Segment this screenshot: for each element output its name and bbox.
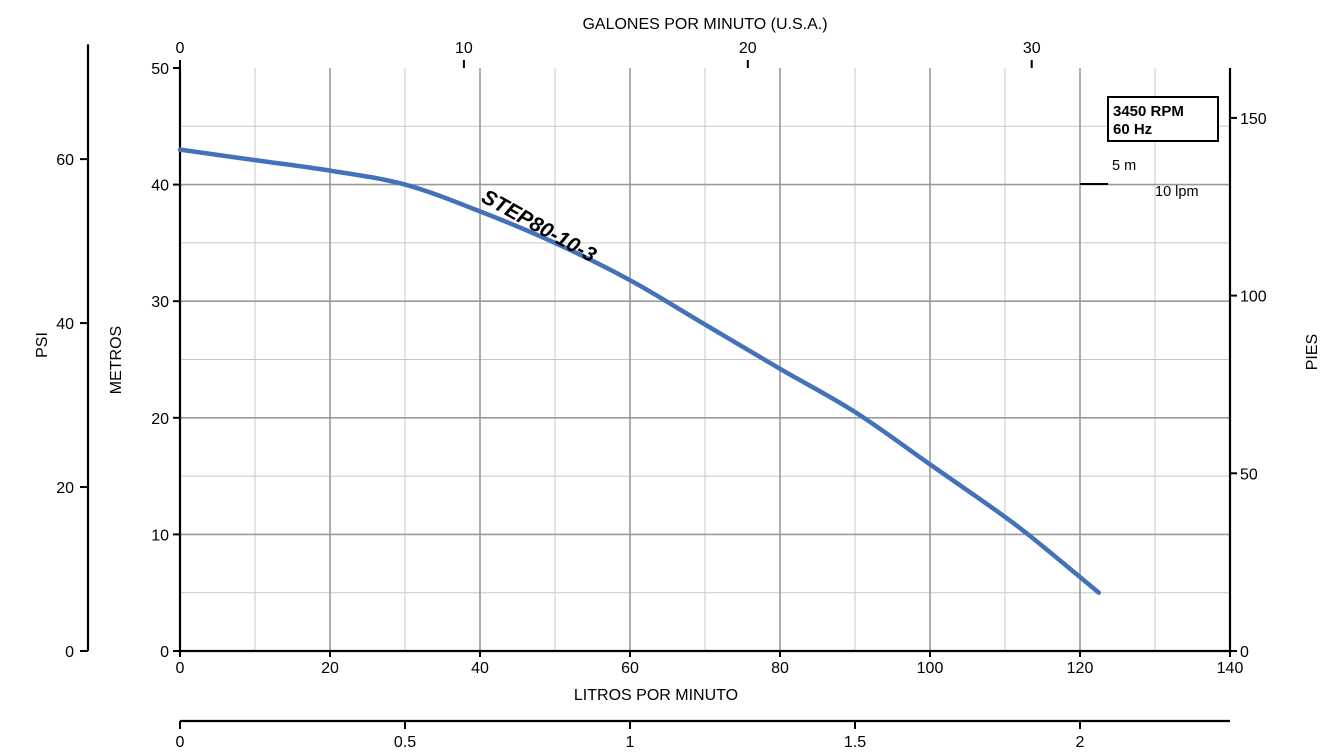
y-main-axis-title: METROS — [108, 326, 125, 394]
y-main-tick-label: 0 — [160, 644, 169, 661]
grid — [180, 68, 1230, 651]
x-top-tick-label: 20 — [739, 40, 757, 57]
x-top-tick-label: 10 — [455, 40, 473, 57]
y-psi-tick-label: 0 — [65, 644, 74, 661]
x-bottom-tick-label: 40 — [471, 660, 489, 677]
x-bottom2-tick-label: 2 — [1076, 734, 1085, 751]
series — [177, 147, 1102, 595]
y-psi-axis-title: PSI — [34, 332, 51, 358]
y-right-tick-label: 100 — [1240, 289, 1267, 306]
x-bottom-tick-label: 20 — [321, 660, 339, 677]
y-right-tick-label: 50 — [1240, 466, 1258, 483]
axes — [80, 44, 1237, 729]
x-bottom2-tick-label: 1.5 — [844, 734, 866, 751]
x-bottom-tick-label: 100 — [917, 660, 944, 677]
x-bottom-tick-label: 80 — [771, 660, 789, 677]
rpm-box-frame — [1107, 96, 1219, 142]
scale-meters-text: 5 m — [1112, 158, 1136, 174]
rpm-text: 3450 RPM — [1113, 103, 1184, 120]
x-top-axis-title: GALONES POR MINUTO (U.S.A.) — [582, 16, 827, 33]
curve-label: STEP80-10-3 — [478, 185, 601, 267]
y-right-tick-label: 150 — [1240, 111, 1267, 128]
y-right-tick-label: 0 — [1240, 644, 1249, 661]
x-bottom-tick-label: 140 — [1217, 660, 1244, 677]
x-bottom-tick-label: 60 — [621, 660, 639, 677]
y-right-axis-title: PIES — [1304, 334, 1321, 370]
y-psi-tick-label: 60 — [56, 152, 74, 169]
x-top-tick-label: 0 — [176, 40, 185, 57]
x-bottom2-tick-label: 0 — [176, 734, 185, 751]
y-psi-tick-label: 40 — [56, 316, 74, 333]
scale-lpm-text: 10 lpm — [1155, 184, 1199, 200]
series-line-step80-10-3 — [177, 147, 1102, 595]
y-main-tick-label: 20 — [151, 411, 169, 428]
x-bottom2-tick-label: 0.5 — [394, 734, 416, 751]
y-main-tick-label: 40 — [151, 178, 169, 195]
y-main-tick-label: 30 — [151, 294, 169, 311]
hz-text: 60 Hz — [1113, 121, 1152, 138]
rpm-box: 3450 RPM 60 Hz — [1107, 96, 1219, 142]
x-bottom-axis-title: LITROS POR MINUTO — [574, 687, 738, 704]
x-top-tick-label: 30 — [1023, 40, 1041, 57]
y-main-tick-label: 10 — [151, 527, 169, 544]
y-psi-tick-label: 20 — [56, 480, 74, 497]
x-bottom2-tick-label: 1 — [626, 734, 635, 751]
x-bottom-tick-label: 0 — [176, 660, 185, 677]
y-main-tick-label: 50 — [151, 61, 169, 78]
x-bottom-tick-label: 120 — [1067, 660, 1094, 677]
